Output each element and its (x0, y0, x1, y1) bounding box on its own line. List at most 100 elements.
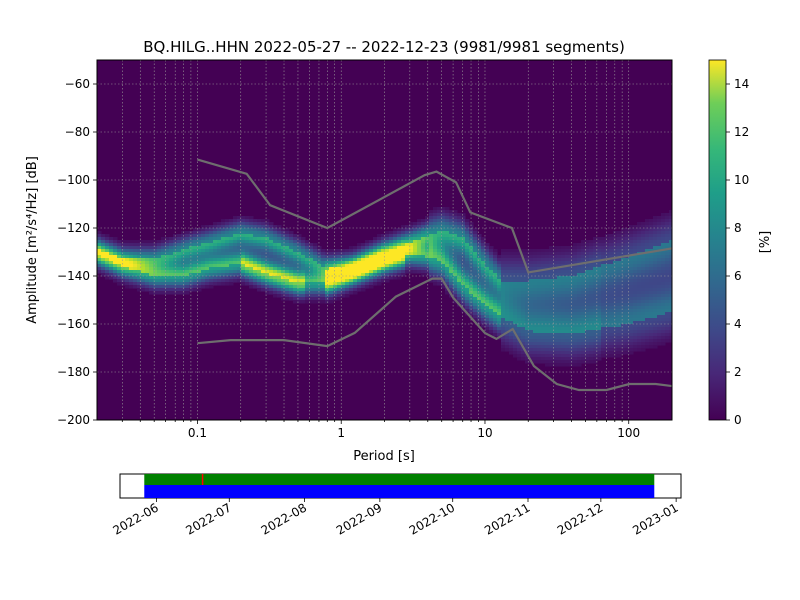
heatmap-cell (329, 270, 334, 274)
heatmap-cell (241, 237, 246, 241)
heatmap-cell (285, 240, 290, 244)
heatmap-cell (629, 294, 634, 298)
heatmap-cell (481, 303, 486, 307)
heatmap-cell (185, 246, 190, 250)
heatmap-cell (349, 270, 354, 274)
heatmap-cell (465, 252, 470, 256)
heatmap-cell (165, 288, 170, 292)
heatmap-cell (665, 303, 670, 307)
heatmap-cell (549, 282, 554, 286)
heatmap-cell (105, 237, 110, 241)
heatmap-cell (521, 339, 526, 343)
heatmap-cell (121, 243, 126, 247)
heatmap-cell (593, 258, 598, 262)
heatmap-cell (313, 285, 318, 289)
heatmap-cell (301, 276, 306, 280)
heatmap-cell (525, 345, 530, 349)
heatmap-cell (109, 273, 114, 277)
heatmap-cell (509, 345, 514, 349)
heatmap-cell (237, 270, 242, 274)
heatmap-cell (605, 249, 610, 253)
heatmap-cell (497, 330, 502, 334)
heatmap-cell (661, 243, 666, 247)
heatmap-cell (301, 258, 306, 262)
heatmap-cell (305, 258, 310, 262)
heatmap-cell (365, 252, 370, 256)
heatmap-cell (101, 234, 106, 238)
heatmap-cell (581, 252, 586, 256)
heatmap-cell (261, 240, 266, 244)
heatmap-cell (209, 258, 214, 262)
heatmap-cell (205, 261, 210, 265)
heatmap-cell (637, 297, 642, 301)
heatmap-cell (629, 342, 634, 346)
heatmap-cell (553, 318, 558, 322)
heatmap-cell (649, 327, 654, 331)
heatmap-cell (601, 240, 606, 244)
heatmap-cell (453, 300, 458, 304)
heatmap-cell (577, 363, 582, 367)
heatmap-cell (257, 219, 262, 223)
heatmap-cell (457, 222, 462, 226)
heatmap-cell (593, 252, 598, 256)
heatmap-cell (489, 264, 494, 268)
heatmap-cell (313, 282, 318, 286)
heatmap-cell (629, 324, 634, 328)
heatmap-cell (173, 240, 178, 244)
heatmap-cell (265, 225, 270, 229)
heatmap-cell (557, 309, 562, 313)
heatmap-cell (609, 309, 614, 313)
heatmap-cell (229, 249, 234, 253)
heatmap-cell (537, 288, 542, 292)
heatmap-cell (541, 354, 546, 358)
heatmap-cell (665, 306, 670, 310)
heatmap-cell (385, 240, 390, 244)
heatmap-cell (277, 270, 282, 274)
heatmap-cell (197, 252, 202, 256)
heatmap-cell (221, 276, 226, 280)
heatmap-cell (649, 279, 654, 283)
heatmap-cell (469, 222, 474, 226)
heatmap-cell (569, 270, 574, 274)
heatmap-cell (621, 327, 626, 331)
heatmap-cell (309, 276, 314, 280)
heatmap-cell (497, 291, 502, 295)
heatmap-cell (601, 345, 606, 349)
heatmap-cell (401, 243, 406, 247)
heatmap-cell (661, 339, 666, 343)
heatmap-cell (581, 348, 586, 352)
heatmap-cell (569, 327, 574, 331)
heatmap-cell (225, 282, 230, 286)
heatmap-cell (345, 252, 350, 256)
heatmap-cell (277, 249, 282, 253)
colorbar-tick-label: 0 (734, 413, 742, 427)
heatmap-cell (513, 288, 518, 292)
heatmap-cell (549, 264, 554, 268)
heatmap-cell (297, 279, 302, 283)
heatmap-cell (625, 324, 630, 328)
heatmap-cell (205, 258, 210, 262)
heatmap-cell (665, 267, 670, 271)
heatmap-cell (249, 267, 254, 271)
heatmap-cell (549, 342, 554, 346)
heatmap-cell (265, 255, 270, 259)
heatmap-cell (557, 312, 562, 316)
heatmap-cell (669, 330, 672, 334)
heatmap-cell (389, 270, 394, 274)
heatmap-cell (181, 240, 186, 244)
heatmap-cell (669, 219, 672, 223)
heatmap-cell (633, 309, 638, 313)
heatmap-cell (637, 321, 642, 325)
heatmap-cell (149, 276, 154, 280)
heatmap-cell (497, 303, 502, 307)
heatmap-cell (265, 276, 270, 280)
heatmap-cell (557, 336, 562, 340)
heatmap-cell (357, 285, 362, 289)
heatmap-cell (441, 219, 446, 223)
heatmap-cell (129, 282, 134, 286)
heatmap-cell (449, 255, 454, 259)
heatmap-cell (457, 231, 462, 235)
heatmap-cell (529, 309, 534, 313)
heatmap-cell (217, 222, 222, 226)
heatmap-cell (521, 342, 526, 346)
